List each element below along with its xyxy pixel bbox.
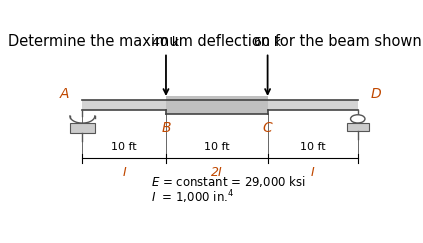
Text: $E$ = constant = 29,000 ksi: $E$ = constant = 29,000 ksi: [151, 174, 306, 189]
Text: C: C: [263, 121, 272, 135]
Text: Determine the maximum deflection for the beam shown.: Determine the maximum deflection for the…: [8, 34, 423, 49]
Text: 60 k: 60 k: [254, 36, 281, 49]
Text: I: I: [311, 166, 315, 179]
Circle shape: [351, 115, 365, 123]
Text: I: I: [122, 166, 126, 179]
Bar: [70, 123, 95, 133]
Bar: [346, 123, 369, 131]
Text: 40 k: 40 k: [152, 36, 179, 49]
Text: 10 ft: 10 ft: [111, 142, 137, 152]
Text: D: D: [371, 87, 382, 101]
Text: 2I: 2I: [211, 166, 222, 179]
Bar: [82, 100, 358, 110]
Text: 10 ft: 10 ft: [300, 142, 325, 152]
Bar: [166, 96, 268, 114]
Text: $I$  = 1,000 in.$^{4}$: $I$ = 1,000 in.$^{4}$: [151, 188, 234, 206]
Text: 10 ft: 10 ft: [204, 142, 230, 152]
Text: B: B: [161, 121, 171, 135]
Text: A: A: [60, 87, 69, 101]
